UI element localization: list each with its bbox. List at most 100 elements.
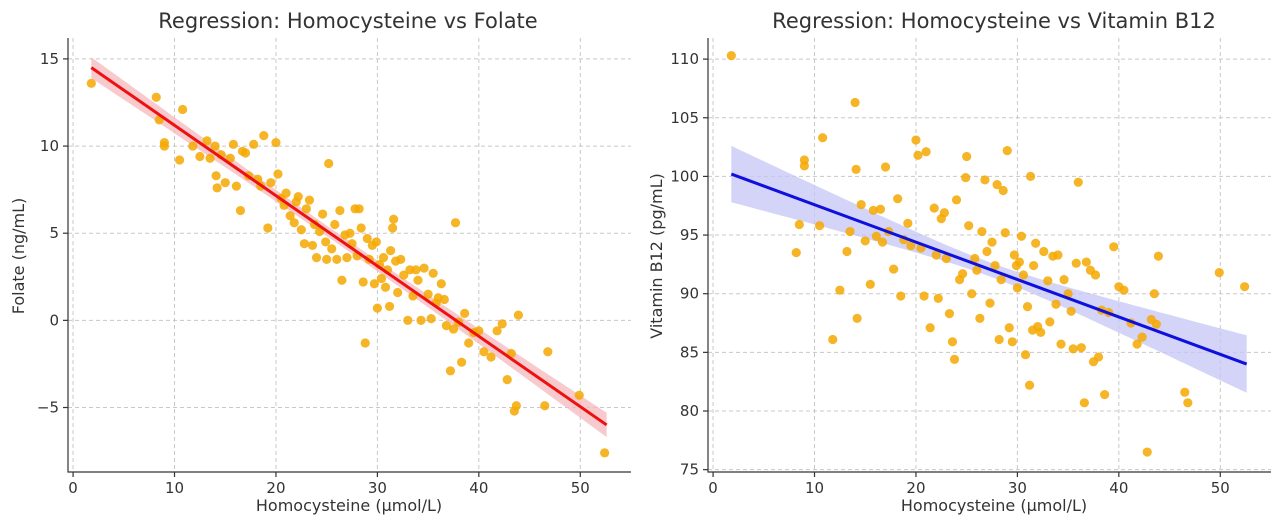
regression-line bbox=[90, 66, 608, 427]
data-point bbox=[376, 273, 387, 284]
data-point bbox=[818, 133, 828, 143]
regression-line bbox=[730, 172, 1248, 366]
data-point bbox=[1183, 398, 1193, 408]
data-point bbox=[399, 270, 409, 280]
data-point bbox=[726, 50, 736, 61]
data-point bbox=[195, 151, 205, 162]
y-tick-label: 75 bbox=[680, 461, 699, 479]
data-point bbox=[1109, 242, 1119, 252]
data-point bbox=[211, 171, 221, 181]
chart-title: Regression: Homocysteine vs Vitamin B12 bbox=[772, 9, 1216, 33]
data-point bbox=[151, 92, 161, 102]
data-point bbox=[925, 323, 935, 333]
data-point bbox=[1018, 270, 1029, 280]
data-point bbox=[497, 319, 507, 329]
y-axis-label: Vitamin B12 (pg/mL) bbox=[647, 173, 666, 338]
data-point bbox=[1059, 275, 1069, 285]
data-point bbox=[281, 188, 291, 198]
data-point bbox=[1076, 343, 1086, 353]
data-point bbox=[301, 204, 311, 214]
data-point bbox=[896, 291, 906, 301]
data-point bbox=[799, 161, 809, 171]
data-point bbox=[1180, 387, 1190, 397]
data-point bbox=[835, 285, 845, 295]
data-point bbox=[159, 141, 169, 151]
data-point bbox=[1240, 282, 1250, 292]
x-tick-label: 10 bbox=[165, 479, 184, 497]
data-point bbox=[1014, 257, 1025, 267]
data-point bbox=[249, 139, 259, 149]
data-point bbox=[220, 178, 230, 188]
data-point bbox=[304, 195, 315, 205]
y-tick-label: 80 bbox=[680, 402, 699, 420]
data-point bbox=[356, 223, 366, 233]
x-axis-label: Homocysteine (µmol/L) bbox=[256, 496, 442, 515]
x-tick-label: 20 bbox=[906, 479, 925, 497]
data-point bbox=[1051, 299, 1061, 309]
data-point bbox=[919, 291, 929, 301]
data-points bbox=[726, 50, 1250, 457]
data-point bbox=[949, 354, 960, 364]
data-point bbox=[513, 310, 524, 320]
data-point bbox=[1137, 332, 1147, 342]
data-point bbox=[273, 169, 283, 179]
data-point bbox=[1045, 317, 1055, 327]
data-point bbox=[962, 151, 972, 162]
data-point bbox=[1039, 246, 1049, 257]
x-tick-label: 30 bbox=[1008, 479, 1027, 497]
data-point bbox=[1149, 289, 1159, 299]
data-point bbox=[868, 205, 878, 216]
data-point bbox=[342, 253, 352, 263]
data-point bbox=[1081, 257, 1091, 267]
b12-regression-chart: 0 10 20 30 40 50 75 80 85 90 95 100 105 110 Regressio… bbox=[647, 9, 1271, 515]
data-point bbox=[540, 401, 550, 411]
data-point bbox=[998, 185, 1008, 196]
data-point bbox=[464, 338, 474, 348]
data-point bbox=[393, 287, 403, 298]
data-point bbox=[1068, 344, 1078, 354]
x-axis-label: Homocysteine (µmol/L) bbox=[901, 496, 1087, 515]
data-point bbox=[958, 269, 968, 279]
data-point bbox=[987, 237, 997, 247]
data-point bbox=[358, 277, 368, 287]
data-point bbox=[985, 298, 995, 308]
data-point bbox=[543, 347, 553, 357]
x-tick-label: 20 bbox=[266, 479, 285, 497]
data-point bbox=[852, 313, 862, 323]
data-point bbox=[877, 237, 888, 247]
data-point bbox=[1053, 250, 1063, 260]
y-tick-label: 15 bbox=[40, 50, 59, 68]
data-point bbox=[271, 137, 281, 148]
data-point bbox=[426, 314, 436, 324]
data-point bbox=[828, 334, 838, 345]
data-point bbox=[378, 253, 389, 263]
data-point bbox=[903, 218, 913, 228]
data-point bbox=[428, 268, 438, 278]
data-point bbox=[307, 240, 318, 251]
data-point bbox=[913, 150, 923, 160]
data-point bbox=[994, 334, 1004, 345]
data-point bbox=[1100, 389, 1110, 400]
data-point bbox=[289, 218, 299, 228]
data-point bbox=[906, 241, 916, 251]
x-tick-label: 0 bbox=[708, 479, 718, 497]
data-point bbox=[259, 131, 269, 141]
data-point bbox=[1066, 306, 1076, 316]
data-point bbox=[941, 253, 951, 264]
data-point bbox=[1079, 398, 1089, 408]
data-point bbox=[1151, 319, 1161, 329]
data-point bbox=[1119, 285, 1129, 295]
data-point bbox=[212, 183, 222, 193]
data-point bbox=[865, 279, 875, 289]
data-point bbox=[479, 347, 489, 357]
gridlines bbox=[708, 38, 1271, 472]
data-point bbox=[396, 254, 406, 264]
data-point bbox=[1093, 352, 1104, 362]
data-point bbox=[371, 237, 381, 247]
data-point bbox=[851, 164, 861, 174]
data-point bbox=[967, 289, 977, 299]
data-point bbox=[403, 315, 413, 325]
data-point bbox=[856, 199, 866, 210]
data-point bbox=[202, 136, 212, 146]
data-point bbox=[951, 195, 962, 205]
